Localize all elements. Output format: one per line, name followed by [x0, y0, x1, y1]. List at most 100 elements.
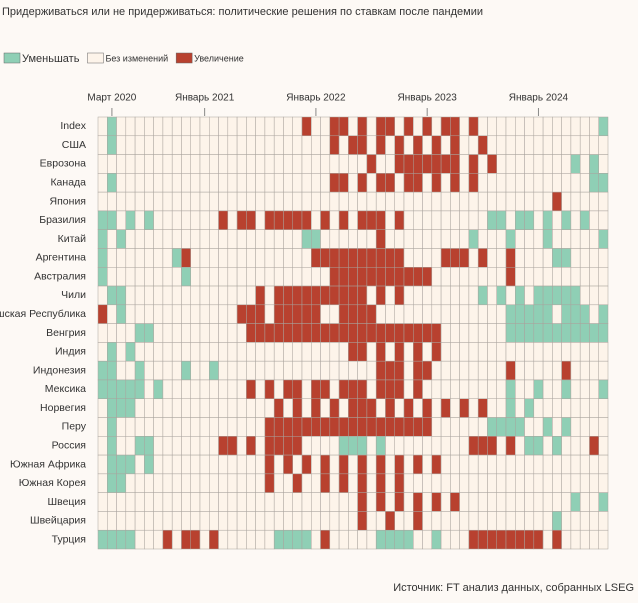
cell: [459, 379, 470, 399]
cell: [320, 529, 331, 550]
cell: [273, 229, 284, 249]
cell: [144, 248, 154, 268]
cell: [496, 454, 507, 475]
cell: [542, 511, 553, 531]
cell: [199, 360, 210, 381]
cell: [552, 304, 562, 324]
cell: [171, 173, 182, 193]
cell: [273, 135, 284, 155]
cell: [338, 248, 349, 268]
cell: [199, 248, 210, 268]
cell: [338, 210, 349, 230]
cell: [311, 210, 321, 230]
cell: [542, 323, 553, 343]
cell: [366, 116, 377, 137]
cell: [181, 267, 191, 287]
cell: [190, 135, 201, 155]
cell: [320, 248, 331, 268]
cell: [329, 417, 340, 437]
cell: [125, 267, 136, 287]
cell: [209, 304, 219, 324]
cell: [598, 154, 609, 174]
cell: [107, 135, 117, 155]
cell: [292, 154, 303, 174]
cell: [357, 417, 368, 437]
cell: [311, 116, 321, 137]
cell: [292, 248, 303, 268]
cell: [403, 492, 414, 512]
cell: [524, 342, 535, 362]
cell: [283, 342, 293, 362]
cell: [524, 267, 535, 287]
cell: [515, 360, 525, 381]
row-label: Чили: [61, 289, 86, 301]
cell: [524, 379, 535, 399]
cell: [255, 304, 266, 324]
cell: [255, 398, 266, 418]
cell: [144, 304, 154, 324]
cell: [134, 191, 145, 212]
cell: [422, 229, 433, 249]
cell: [477, 417, 488, 437]
cell: [357, 436, 368, 456]
cell: [338, 323, 349, 343]
cell: [273, 436, 284, 456]
cell: [301, 267, 312, 287]
cell: [255, 210, 266, 230]
cell: [375, 248, 386, 268]
cell: [515, 191, 525, 212]
cell: [171, 248, 182, 268]
cell: [570, 511, 581, 531]
cell: [385, 417, 395, 437]
cell: [422, 154, 433, 174]
cell: [515, 229, 525, 249]
cell: [579, 473, 590, 493]
cell: [144, 473, 154, 493]
cell: [366, 267, 377, 287]
cell: [468, 454, 479, 475]
cell: [422, 248, 433, 268]
cell: [533, 492, 544, 512]
cell: [366, 135, 377, 155]
cell: [561, 285, 572, 306]
cell: [394, 323, 405, 343]
cell: [348, 454, 358, 475]
cell: [181, 285, 191, 306]
cell: [125, 229, 136, 249]
cell: [292, 511, 303, 531]
cell: [218, 210, 229, 230]
cell: [255, 454, 266, 475]
cell: [366, 360, 377, 381]
cell: [440, 454, 451, 475]
cell: [477, 398, 488, 418]
cell: [487, 116, 497, 137]
cell: [357, 173, 368, 193]
cell: [579, 511, 590, 531]
cell: [171, 210, 182, 230]
cell: [496, 529, 507, 550]
cell: [329, 210, 340, 230]
cell: [468, 323, 479, 343]
cell: [255, 417, 266, 437]
cell: [97, 267, 108, 287]
cell: [246, 210, 256, 230]
cell: [468, 191, 479, 212]
cell: [570, 417, 581, 437]
cell: [209, 173, 219, 193]
cell: [385, 473, 395, 493]
cell: [505, 436, 516, 456]
cell: [589, 342, 599, 362]
cell: [338, 285, 349, 306]
cell: [116, 154, 127, 174]
cell: [301, 210, 312, 230]
cell: [301, 342, 312, 362]
cell: [357, 511, 368, 531]
cell: [431, 229, 442, 249]
cell: [227, 229, 238, 249]
cell: [375, 229, 386, 249]
cell: [515, 135, 525, 155]
cell: [107, 154, 117, 174]
cell: [153, 398, 164, 418]
cell: [125, 454, 136, 475]
cell: [496, 398, 507, 418]
